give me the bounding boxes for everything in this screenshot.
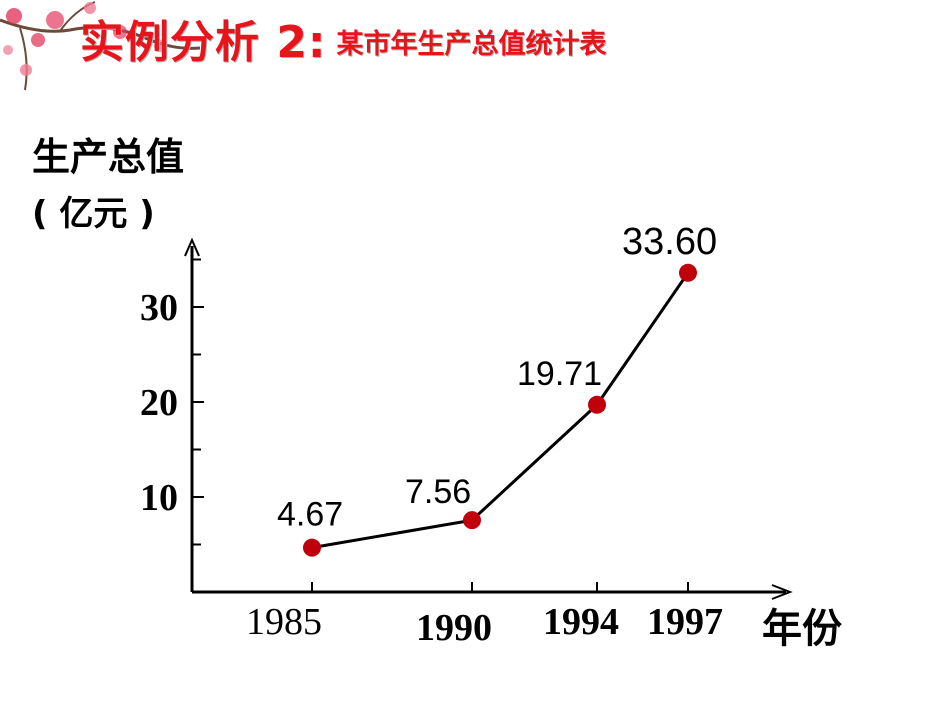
data-point-label: 4.67 bbox=[277, 496, 343, 534]
y-tick-label: 30 bbox=[140, 287, 178, 329]
plum-blossom-decoration bbox=[0, 1, 200, 91]
series-line bbox=[311, 271, 690, 550]
data-point bbox=[463, 511, 481, 530]
y-tick-group: 10 20 30 bbox=[140, 287, 204, 519]
data-point bbox=[679, 263, 697, 282]
data-point-label: 19.71 bbox=[517, 355, 602, 393]
x-axis-label: 年份 bbox=[762, 606, 842, 652]
data-point bbox=[303, 538, 321, 557]
slide-title: 实例分析 2: 某市年生产总值统计表 bbox=[80, 6, 607, 70]
data-point bbox=[588, 395, 606, 414]
y-axis-unit-label: ( 亿元 ) bbox=[32, 194, 155, 234]
data-point-labels: 4.67 7.56 19.71 33.60 bbox=[277, 221, 717, 534]
x-tick-label: 1997 bbox=[647, 601, 723, 643]
data-point-label: 7.56 bbox=[405, 473, 471, 511]
x-tick-label: 1994 bbox=[543, 601, 619, 643]
slide-title-main: 实例分析 2: bbox=[80, 17, 327, 68]
chart-axes bbox=[184, 237, 793, 600]
data-point-label: 33.60 bbox=[622, 221, 717, 263]
y-axis-arrow bbox=[184, 237, 200, 257]
data-points bbox=[303, 263, 697, 557]
y-tick-label: 10 bbox=[140, 477, 178, 519]
x-tick-group: 1985 1990 1994 1997 bbox=[246, 582, 723, 649]
x-axis-arrow bbox=[771, 584, 793, 600]
x-tick-label: 1990 bbox=[416, 607, 492, 649]
slide-subtitle: 某市年生产总值统计表 bbox=[336, 29, 607, 60]
y-tick-label: 20 bbox=[140, 382, 178, 424]
x-tick-label: 1985 bbox=[246, 601, 322, 643]
y-axis-label: 生产总值 bbox=[32, 135, 185, 179]
